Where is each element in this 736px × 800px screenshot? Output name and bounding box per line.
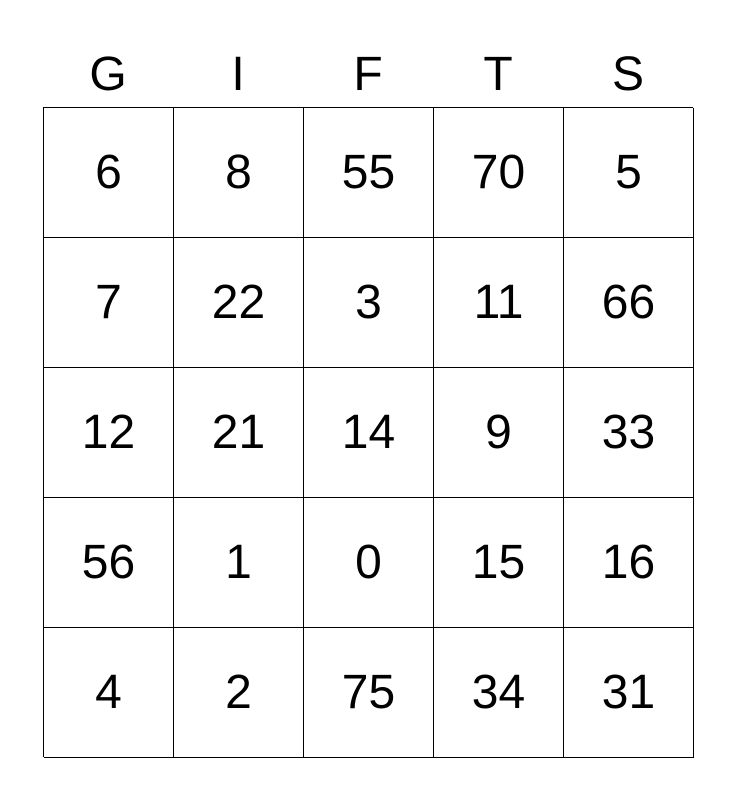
header-letter: S <box>611 48 644 101</box>
bingo-cell[interactable]: 55 <box>304 108 434 238</box>
bingo-cell[interactable]: 0 <box>304 498 434 628</box>
header-letter: F <box>353 48 383 101</box>
bingo-cell[interactable]: 34 <box>434 628 564 758</box>
bingo-cell[interactable]: 56 <box>44 498 174 628</box>
bingo-cell[interactable]: 14 <box>304 368 434 498</box>
bingo-cell[interactable]: 8 <box>174 108 304 238</box>
bingo-cell[interactable]: 7 <box>44 238 174 368</box>
bingo-cell[interactable]: 31 <box>564 628 694 758</box>
bingo-cell[interactable]: 16 <box>564 498 694 628</box>
bingo-cell[interactable]: 15 <box>434 498 564 628</box>
bingo-cell[interactable]: 2 <box>174 628 304 758</box>
bingo-cell[interactable]: 22 <box>174 238 304 368</box>
bingo-cell[interactable]: 6 <box>44 108 174 238</box>
bingo-cell[interactable]: 1 <box>174 498 304 628</box>
bingo-cell[interactable]: 70 <box>434 108 564 238</box>
bingo-grid: 6 8 55 70 5 7 22 3 11 66 12 21 14 9 33 56 1 0 15 16 4 2 75 34 31 <box>43 107 694 758</box>
bingo-cell[interactable]: 5 <box>564 108 694 238</box>
bingo-cell[interactable]: 12 <box>44 368 174 498</box>
bingo-cell[interactable]: 4 <box>44 628 174 758</box>
bingo-cell[interactable]: 3 <box>304 238 434 368</box>
bingo-cell[interactable]: 21 <box>174 368 304 498</box>
header-letter: G <box>89 48 127 101</box>
header-letter: I <box>231 48 245 101</box>
bingo-cell[interactable]: 66 <box>564 238 694 368</box>
bingo-cell[interactable]: 9 <box>434 368 564 498</box>
header-letter: T <box>483 48 513 101</box>
bingo-cell[interactable]: 11 <box>434 238 564 368</box>
bingo-cell[interactable]: 33 <box>564 368 694 498</box>
bingo-cell[interactable]: 75 <box>304 628 434 758</box>
